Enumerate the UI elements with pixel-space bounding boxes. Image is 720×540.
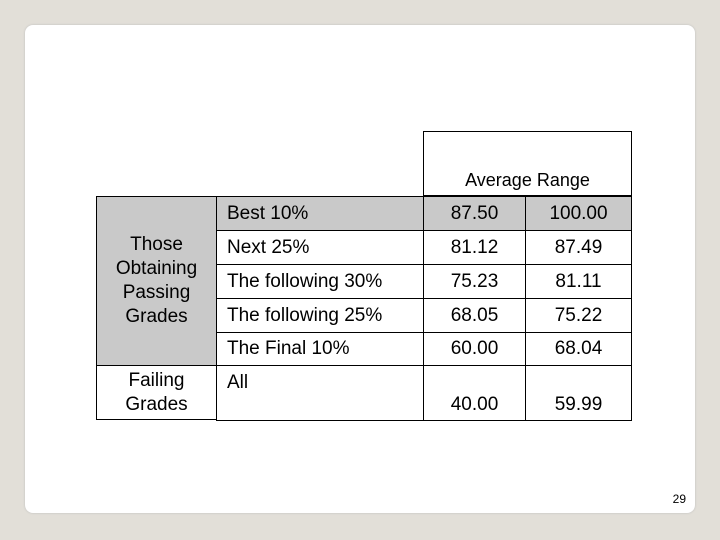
value-cell: 59.99 bbox=[525, 365, 632, 421]
value-cell: 87.49 bbox=[525, 230, 632, 265]
value-cell: 60.00 bbox=[423, 332, 526, 366]
value-cell: 81.11 bbox=[525, 264, 632, 299]
value-cell: 75.23 bbox=[423, 264, 526, 299]
header-cell: Average Range bbox=[423, 131, 632, 196]
value-cell: 100.00 bbox=[525, 196, 632, 231]
group-cell: Those Obtaining Passing Grades bbox=[96, 196, 217, 366]
row-label: The following 25% bbox=[216, 298, 424, 333]
value-cell: 81.12 bbox=[423, 230, 526, 265]
value-cell: 68.05 bbox=[423, 298, 526, 333]
value-cell: 68.04 bbox=[525, 332, 632, 366]
row-label: Best 10% bbox=[216, 196, 424, 231]
value-cell: 40.00 bbox=[423, 365, 526, 421]
group-cell: Failing Grades bbox=[96, 365, 217, 420]
page-number: 29 bbox=[672, 492, 686, 506]
row-label: The following 30% bbox=[216, 264, 424, 299]
row-label: The Final 10% bbox=[216, 332, 424, 366]
row-label: Next 25% bbox=[216, 230, 424, 265]
value-cell: 75.22 bbox=[525, 298, 632, 333]
value-cell: 87.50 bbox=[423, 196, 526, 231]
row-label: All bbox=[216, 365, 424, 421]
